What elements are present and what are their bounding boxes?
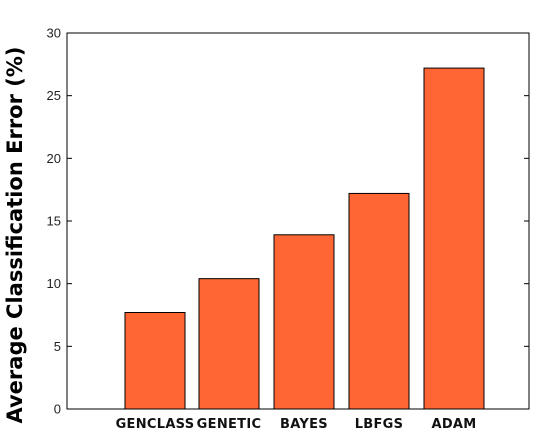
- x-axis-labels: GENCLASS GENETIC BAYES LBFGS ADAM: [116, 417, 477, 432]
- y-axis-ticks: 0 5 10 15 20 25 30: [47, 26, 529, 417]
- x-tick-label-adam: ADAM: [431, 417, 476, 432]
- bar-genclass: [124, 311, 186, 410]
- y-axis-title: Average Classification Error (%): [3, 46, 27, 423]
- bar-lbfgs: [348, 192, 410, 410]
- y-tick-label: 25: [47, 88, 61, 103]
- x-tick-label-bayes: BAYES: [280, 417, 328, 432]
- y-tick-label: 10: [47, 276, 61, 291]
- bar-bayes: [273, 234, 335, 410]
- bar-adam: [423, 67, 485, 410]
- y-tick-label: 0: [54, 402, 61, 417]
- y-tick-label: 30: [47, 26, 61, 41]
- y-tick-label: 15: [47, 214, 61, 229]
- bar-genetic: [198, 278, 260, 410]
- y-tick-label: 5: [54, 339, 61, 354]
- x-tick-label-lbfgs: LBFGS: [355, 417, 404, 432]
- bars: [124, 67, 485, 410]
- x-tick-label-genclass: GENCLASS: [116, 417, 195, 432]
- axes-frame: [66, 32, 530, 410]
- y-tick-label: 20: [47, 151, 61, 166]
- x-tick-label-genetic: GENETIC: [197, 417, 262, 432]
